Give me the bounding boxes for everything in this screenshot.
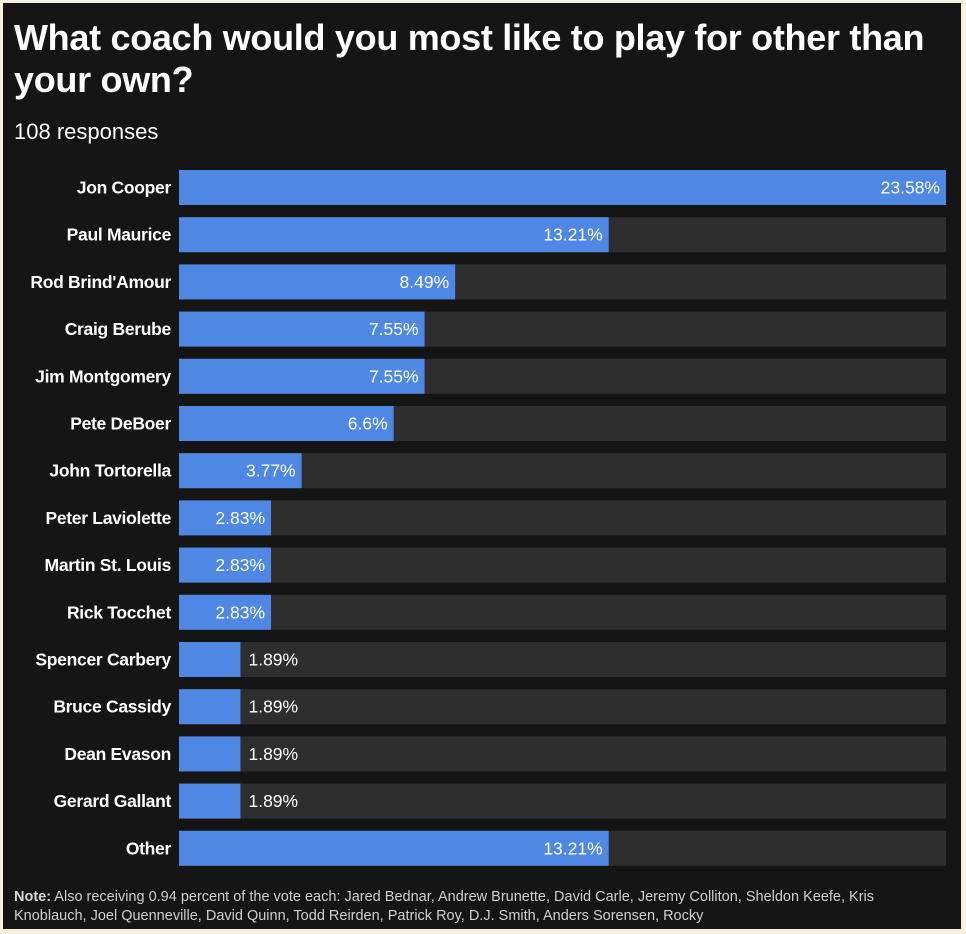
bar-track xyxy=(179,689,946,725)
value-label: 3.77% xyxy=(246,461,296,481)
bar xyxy=(179,453,302,489)
category-label: Bruce Cassidy xyxy=(53,697,171,717)
bar xyxy=(179,264,456,300)
category-label: Dean Evason xyxy=(64,744,171,764)
bar xyxy=(179,406,394,441)
value-label: 6.6% xyxy=(348,414,388,434)
bar xyxy=(179,358,425,394)
category-label: Rod Brind'Amour xyxy=(30,272,171,292)
value-label: 1.89% xyxy=(248,791,298,811)
bar xyxy=(179,783,241,819)
value-label: 8.49% xyxy=(400,272,450,292)
value-label: 1.89% xyxy=(248,697,298,717)
note-label: Note: xyxy=(14,889,52,905)
chart-panel: What coach would you most like to play f… xyxy=(3,3,961,929)
note-text: Also receiving 0.94 percent of the vote … xyxy=(14,889,874,924)
bar xyxy=(179,830,609,866)
chart-note: Note: Also receiving 0.94 percent of the… xyxy=(14,888,944,926)
bar-track xyxy=(179,453,946,489)
category-label: Rick Tocchet xyxy=(67,602,171,622)
bar xyxy=(179,170,946,205)
bar xyxy=(179,217,609,253)
bar-track xyxy=(179,500,946,536)
category-label: Pete DeBoer xyxy=(70,414,171,434)
category-label: Craig Berube xyxy=(65,319,172,339)
value-label: 2.83% xyxy=(215,602,265,622)
bar xyxy=(179,689,241,725)
value-label: 2.83% xyxy=(215,555,265,575)
bar xyxy=(179,642,241,677)
category-label: Other xyxy=(126,838,172,858)
chart-title: What coach would you most like to play f… xyxy=(14,17,925,100)
category-label: Spencer Carbery xyxy=(35,650,171,670)
value-label: 13.21% xyxy=(543,838,602,858)
category-label: Jon Cooper xyxy=(77,178,172,198)
category-label: John Tortorella xyxy=(49,461,171,481)
value-label: 23.58% xyxy=(881,178,940,198)
bar-track xyxy=(179,642,946,677)
value-label: 7.55% xyxy=(369,366,419,386)
bar-track xyxy=(179,547,946,583)
value-label: 1.89% xyxy=(248,744,298,764)
value-label: 2.83% xyxy=(215,508,265,528)
bar-track xyxy=(179,783,946,819)
bar-chart: Jon Cooper 23.58% Paul Maurice 13.21% Rod Br… xyxy=(30,170,946,866)
chart-subtitle: 108 responses xyxy=(14,119,159,144)
bar-track xyxy=(179,594,946,630)
category-label: Jim Montgomery xyxy=(35,366,171,386)
category-label: Paul Maurice xyxy=(67,225,172,245)
bar xyxy=(179,500,272,536)
value-label: 7.55% xyxy=(369,319,419,339)
bar xyxy=(179,311,425,347)
category-label: Peter Laviolette xyxy=(45,508,171,528)
category-label: Gerard Gallant xyxy=(54,791,172,811)
bar xyxy=(179,547,272,583)
bar xyxy=(179,736,241,772)
value-label: 13.21% xyxy=(543,225,602,245)
bar-track xyxy=(179,736,946,772)
bar xyxy=(179,594,272,630)
category-label: Martin St. Louis xyxy=(45,555,172,575)
value-label: 1.89% xyxy=(248,650,298,670)
